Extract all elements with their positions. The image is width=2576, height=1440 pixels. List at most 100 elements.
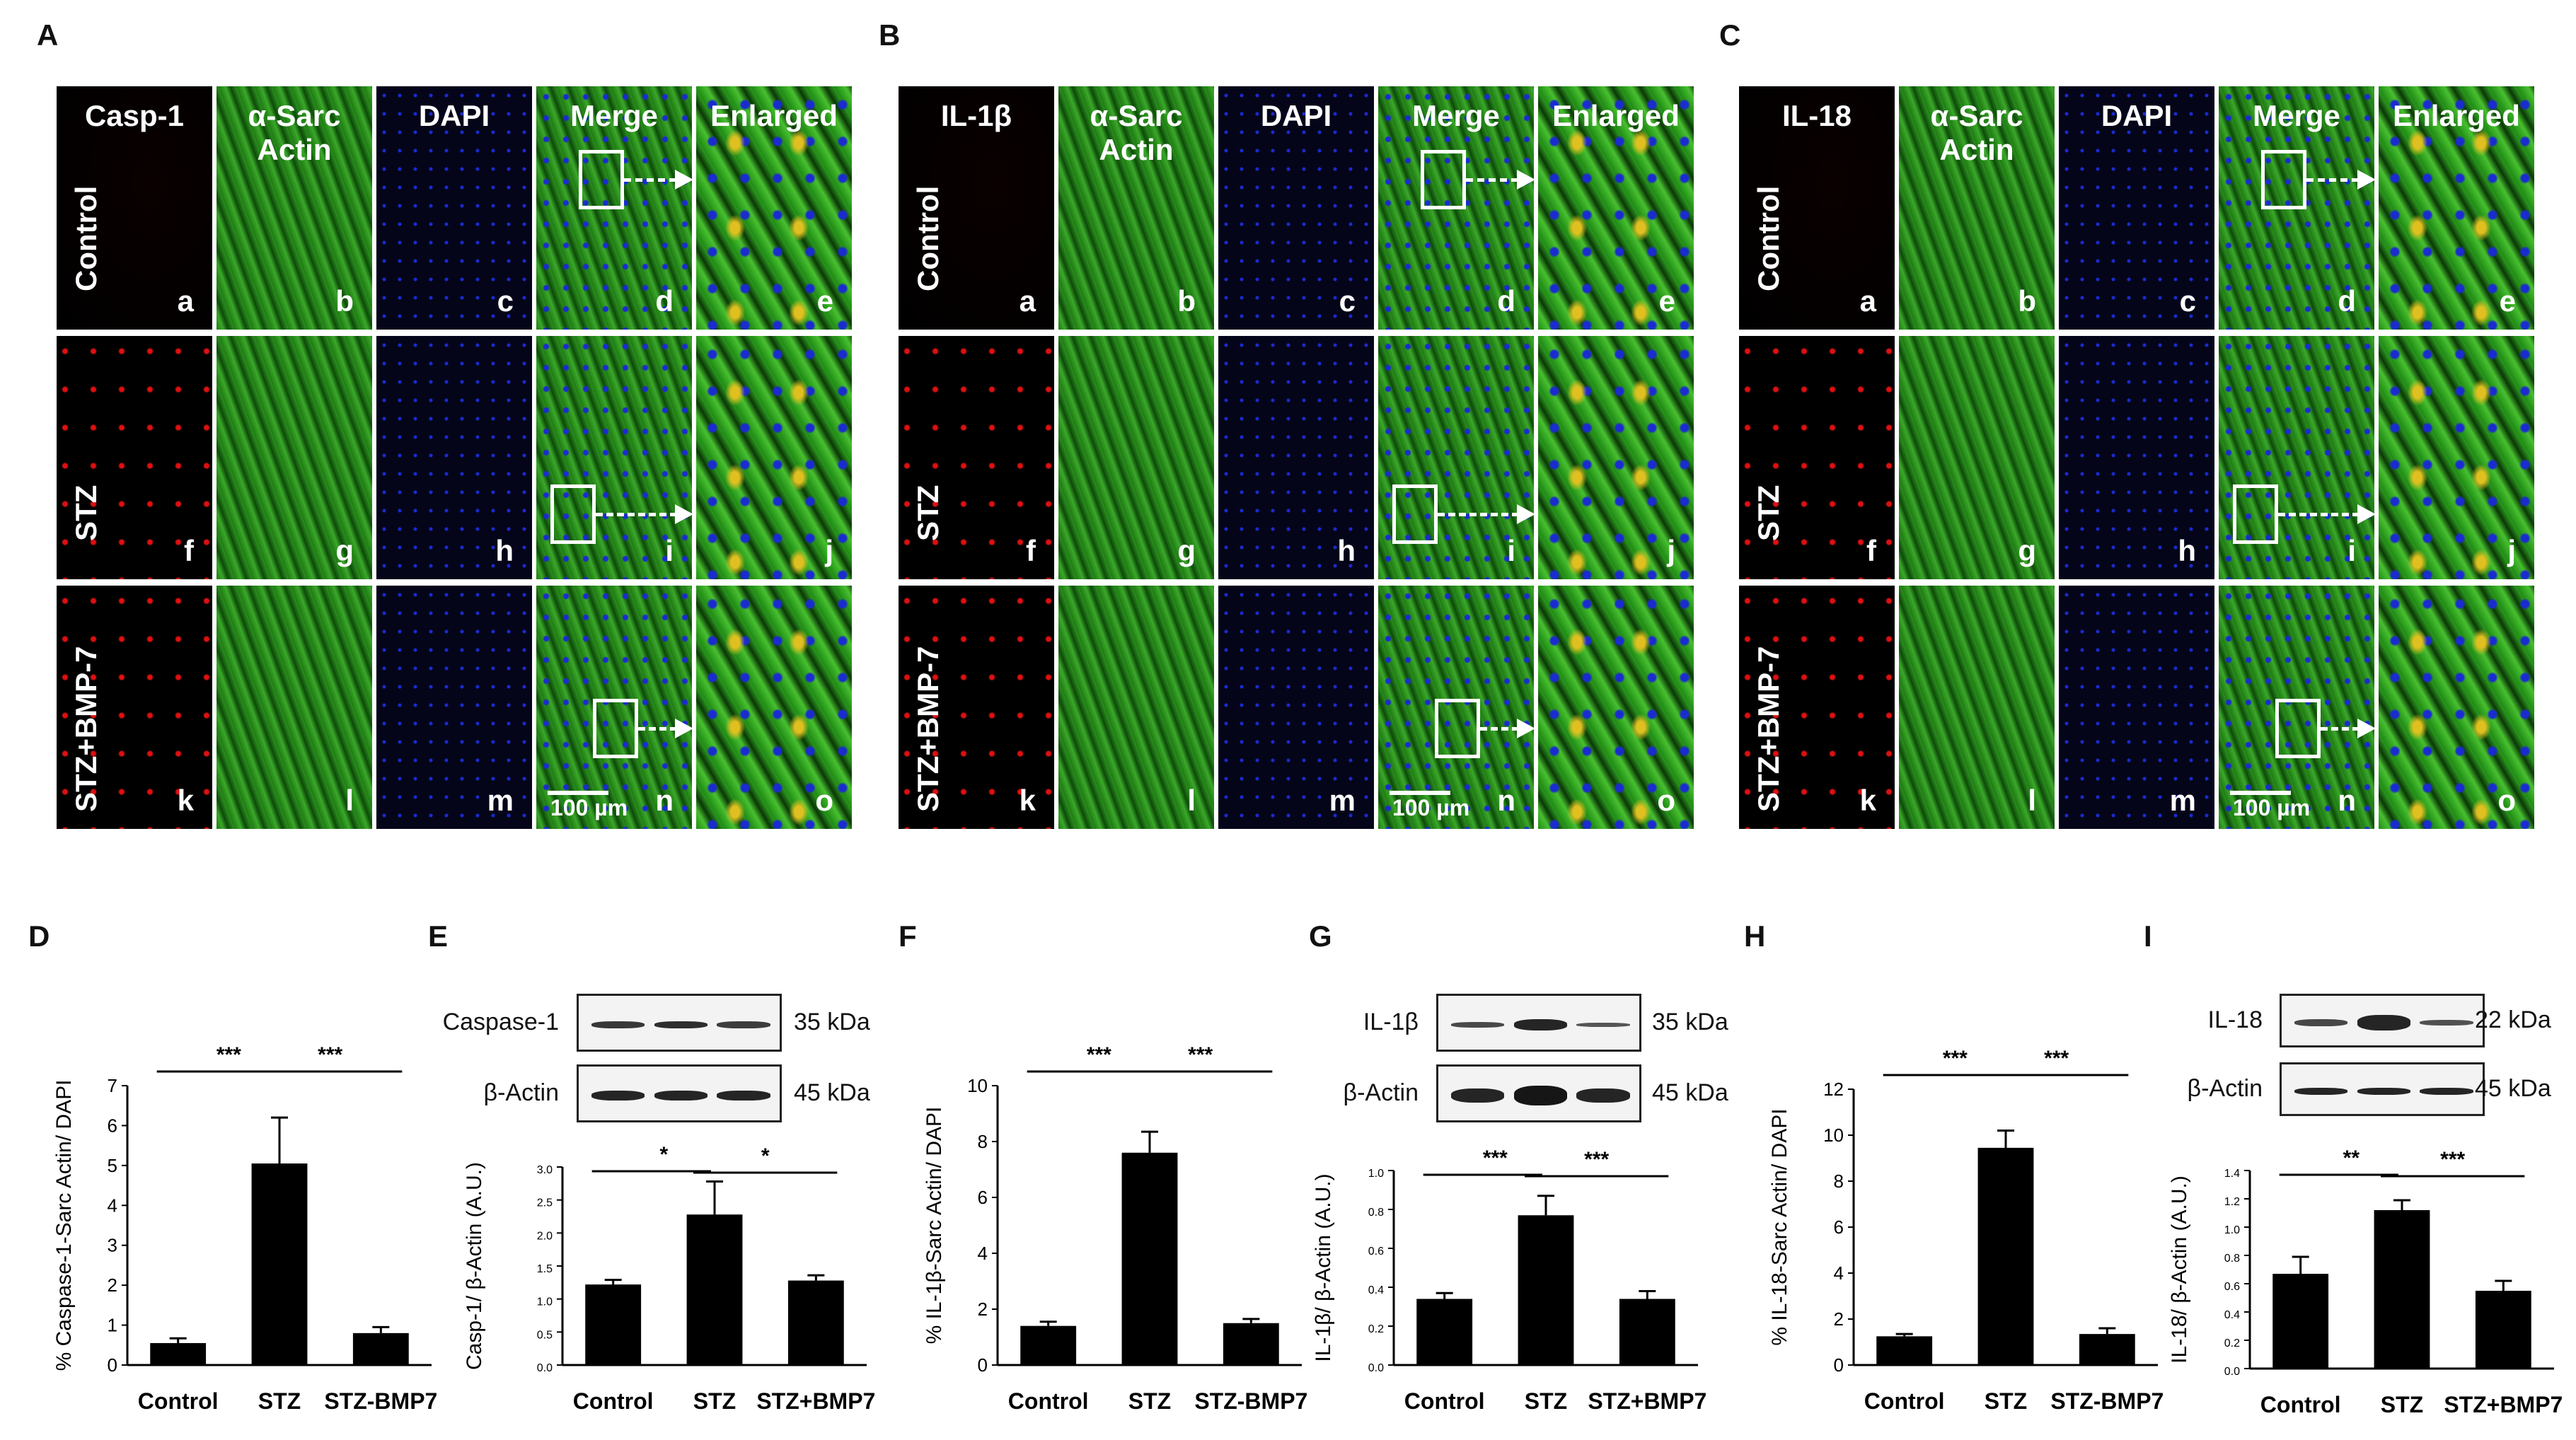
y-tick-label: 4 xyxy=(1834,1262,1844,1284)
micrograph-tile: g xyxy=(216,336,372,579)
panel-letter-F: F xyxy=(899,919,917,953)
blot-band xyxy=(1576,1088,1630,1103)
significance-stars: *** xyxy=(1943,1047,1968,1070)
tile-label: m xyxy=(2169,784,2196,817)
micrograph-tile: g xyxy=(1899,336,2055,579)
y-tick-label: 0 xyxy=(978,1354,988,1376)
micrograph-tile: h xyxy=(376,336,532,579)
bar xyxy=(585,1284,642,1365)
micrograph-tile: f xyxy=(57,336,212,579)
bar xyxy=(1223,1323,1279,1365)
tile-label: l xyxy=(2028,784,2036,817)
tile-label: g xyxy=(1177,534,1196,567)
tile-label: g xyxy=(335,534,354,567)
micrograph-tile: m xyxy=(2059,586,2214,829)
blot-row-label: β-Actin xyxy=(483,1079,559,1106)
micrograph-tile: n xyxy=(536,586,692,829)
significance-stars: *** xyxy=(1584,1148,1609,1171)
y-tick-label: 3 xyxy=(108,1235,117,1256)
category-label: Control xyxy=(1864,1388,1945,1414)
column-header: Enlarged xyxy=(710,99,838,132)
western-blot-strip xyxy=(2280,994,2485,1047)
y-tick-label: 6 xyxy=(1834,1217,1844,1238)
tile-label: h xyxy=(2178,534,2196,567)
y-tick-label: 1.0 xyxy=(1368,1168,1384,1180)
significance-stars: * xyxy=(761,1144,770,1168)
micrograph-tile: i xyxy=(2219,336,2374,579)
tile-label: e xyxy=(2499,284,2516,318)
zoom-box xyxy=(550,484,596,544)
blot-band xyxy=(2294,1088,2348,1095)
y-tick-label: 0.8 xyxy=(2224,1253,2240,1265)
tile-label: i xyxy=(2347,534,2356,567)
micrograph-tile: g xyxy=(1058,336,1214,579)
scale-bar-label: 100 µm xyxy=(550,795,628,820)
scale-bar xyxy=(1390,791,1450,795)
tile-label: k xyxy=(1859,784,1876,817)
tile-label: c xyxy=(497,284,514,318)
column-header: DAPI xyxy=(2101,99,2173,132)
y-tick-label: 0.4 xyxy=(1368,1284,1384,1296)
tile-label: k xyxy=(177,784,194,817)
column-header: DAPI xyxy=(418,99,490,132)
panel-letter-B: B xyxy=(879,18,901,52)
y-tick-label: 0.0 xyxy=(1368,1362,1384,1374)
blot-band xyxy=(717,1021,770,1028)
micrograph-tile: b xyxy=(1058,86,1214,330)
western-blot-strip xyxy=(577,994,782,1052)
y-tick-label: 3.0 xyxy=(537,1164,553,1176)
column-header: IL-18 xyxy=(1781,99,1852,132)
dashed-arrow xyxy=(624,170,693,190)
bar xyxy=(1518,1215,1574,1365)
tile-label: m xyxy=(1329,784,1356,817)
tile-label: d xyxy=(2338,284,2356,318)
scale-bar xyxy=(2230,791,2291,795)
dashed-arrow xyxy=(1466,170,1535,190)
y-tick-label: 1.0 xyxy=(2224,1224,2240,1236)
y-tick-label: 0 xyxy=(1834,1354,1844,1376)
category-label: STZ-BMP7 xyxy=(2050,1388,2164,1414)
tile-label: c xyxy=(2179,284,2196,318)
micrograph-tile: f xyxy=(1739,336,1895,579)
tile-label: b xyxy=(2018,284,2036,318)
bar xyxy=(352,1332,409,1365)
column-header: Merge xyxy=(2253,99,2340,132)
y-tick-label: 1.2 xyxy=(2224,1196,2240,1208)
tile-label: l xyxy=(1187,784,1196,817)
y-tick-label: 0.2 xyxy=(2224,1337,2240,1349)
dashed-arrow xyxy=(2278,504,2376,524)
blot-band xyxy=(591,1091,645,1101)
zoom-box xyxy=(1421,150,1466,209)
blot-band xyxy=(1451,1022,1505,1028)
zoom-box xyxy=(1392,484,1438,544)
zoom-box xyxy=(2275,699,2321,758)
micrograph-tile: n xyxy=(1378,586,1534,829)
blot-row-label: IL-18 xyxy=(2207,1006,2263,1033)
bar xyxy=(1416,1299,1473,1365)
blot-molecular-weight: 35 kDa xyxy=(1652,1009,1728,1035)
micrograph-tile: m xyxy=(376,586,532,829)
significance-stars: * xyxy=(659,1143,668,1166)
y-tick-label: 10 xyxy=(967,1075,988,1096)
tile-label: e xyxy=(1658,284,1675,318)
micrograph-tile: e xyxy=(1538,86,1694,330)
bar xyxy=(1619,1299,1675,1365)
y-tick-label: 2.5 xyxy=(537,1197,553,1209)
micrograph-tile: l xyxy=(1899,586,2055,829)
category-label: STZ+BMP7 xyxy=(1588,1388,1706,1414)
western-blot-strip xyxy=(2280,1062,2485,1116)
category-label: Control xyxy=(2260,1392,2341,1417)
blot-band xyxy=(2357,1015,2411,1030)
dashed-arrow xyxy=(638,719,693,738)
panel-letter-C: C xyxy=(1719,18,1741,52)
dashed-arrow xyxy=(596,504,693,524)
y-tick-label: 12 xyxy=(1823,1079,1844,1100)
blot-band xyxy=(717,1091,770,1101)
y-tick-label: 0.8 xyxy=(1368,1207,1384,1219)
panel-letter-A: A xyxy=(37,18,59,52)
zoom-box xyxy=(1435,699,1480,758)
micrograph-tile: b xyxy=(216,86,372,330)
y-tick-label: 2 xyxy=(1834,1308,1844,1330)
tile-label: o xyxy=(2497,784,2516,817)
panel-letter-E: E xyxy=(428,919,449,953)
